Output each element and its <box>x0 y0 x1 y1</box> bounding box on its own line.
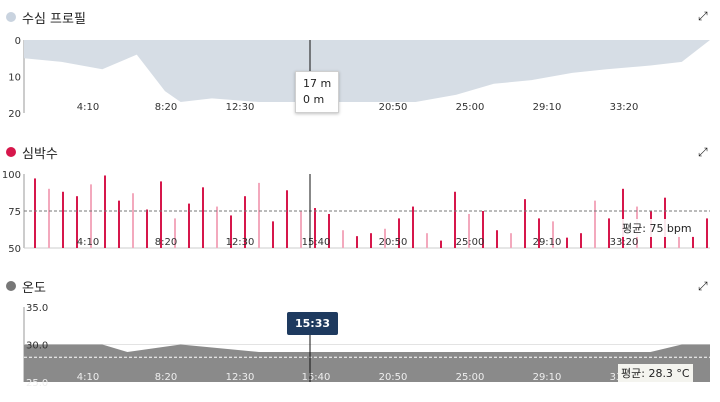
heart-y-tick-label: 100 <box>2 170 21 181</box>
temp-x-tick-label: 4:10 <box>77 372 99 383</box>
heart-bar <box>118 200 120 248</box>
heart-x-tick-label: 4:10 <box>77 237 99 248</box>
heart-bar <box>286 190 288 248</box>
heart-bar <box>706 218 708 248</box>
depth-y-tick-label: 0 <box>15 36 21 47</box>
depth-panel-title: 수심 프로필 <box>6 8 86 27</box>
heart-bar <box>692 236 694 248</box>
heart-bar <box>174 218 176 248</box>
heart-bar <box>202 187 204 248</box>
temp-x-tick-label: 20:50 <box>379 372 408 383</box>
heart-bar <box>538 218 540 248</box>
heart-bar <box>314 208 316 248</box>
heart-bar <box>272 221 274 248</box>
heart-bar <box>524 199 526 248</box>
heart-bar <box>566 237 568 248</box>
heart-bar <box>230 215 232 248</box>
heart-bar <box>412 206 414 248</box>
heart-x-tick-label: 8:20 <box>155 237 177 248</box>
heart-y-tick-label: 50 <box>8 244 21 255</box>
heart-x-tick-label: 25:00 <box>456 237 485 248</box>
heart-bar <box>300 211 302 248</box>
depth-x-tick-label: 25:00 <box>456 102 485 113</box>
temp-x-tick-label: 15:40 <box>302 372 331 383</box>
heart-bar <box>580 233 582 248</box>
heart-bar <box>398 218 400 248</box>
heart-bar <box>608 218 610 248</box>
depth-x-tick-label: 8:20 <box>155 102 177 113</box>
temp-y-tick-label: 30.0 <box>26 341 48 352</box>
heart-bar <box>552 221 554 248</box>
heart-average-label: 평균: 75 bpm <box>619 219 695 237</box>
depth-x-tick-label: 4:10 <box>77 102 99 113</box>
depth-x-tick-label: 20:50 <box>379 102 408 113</box>
depth-x-tick-label: 33:20 <box>610 102 639 113</box>
depth-area <box>24 40 710 103</box>
temp-panel-title: 온도 <box>6 277 46 296</box>
heart-bar <box>468 213 470 248</box>
heart-x-tick-label: 33:20 <box>610 237 639 248</box>
depth-legend-dot <box>6 12 16 22</box>
temp-y-tick-label: 25.0 <box>26 378 48 389</box>
heart-bar <box>258 182 260 248</box>
heart-expand-icon[interactable]: ⤢ <box>698 145 708 159</box>
heart-bar <box>48 188 50 248</box>
heart-bar <box>160 181 162 248</box>
heart-bar <box>594 200 596 248</box>
tooltip-depth-value: 17 m <box>303 77 332 90</box>
cursor-time-badge: 15:33 <box>287 312 339 335</box>
depth-tooltip: 17 m 0 m <box>295 71 340 113</box>
heart-bar <box>34 178 36 248</box>
heart-bar <box>510 233 512 248</box>
temp-average-label: 평균: 28.3 °C <box>618 364 693 382</box>
temp-y-tick-label: 35.0 <box>26 303 48 314</box>
heart-bar <box>328 213 330 248</box>
heart-bar <box>454 191 456 248</box>
depth-title-text: 수심 프로필 <box>22 11 86 27</box>
heart-bar <box>370 233 372 248</box>
temp-title-text: 온도 <box>22 280 46 296</box>
temp-x-tick-label: 25:00 <box>456 372 485 383</box>
heart-x-tick-label: 15:40 <box>302 237 331 248</box>
heart-bar <box>62 191 64 248</box>
heart-x-tick-label: 29:10 <box>533 237 562 248</box>
heart-bar <box>482 211 484 248</box>
heart-x-tick-label: 20:50 <box>379 237 408 248</box>
heart-y-tick-label: 75 <box>8 207 21 218</box>
temp-expand-icon[interactable]: ⤢ <box>698 279 708 293</box>
temp-area <box>24 344 710 382</box>
temp-x-tick-label: 8:20 <box>155 372 177 383</box>
heart-legend-dot <box>6 147 16 157</box>
heart-panel-title: 심박수 <box>6 143 58 162</box>
heart-bar <box>146 209 148 248</box>
heart-bar <box>216 206 218 248</box>
temp-x-tick-label: 29:10 <box>533 372 562 383</box>
depth-expand-icon[interactable]: ⤢ <box>698 9 708 23</box>
heart-bar <box>426 233 428 248</box>
heart-bar <box>244 196 246 248</box>
heart-bar <box>440 240 442 248</box>
tooltip-zero-value: 0 m <box>303 93 325 106</box>
heart-x-tick-label: 12:30 <box>226 237 255 248</box>
depth-y-tick-label: 10 <box>8 73 21 84</box>
temp-legend-dot <box>6 281 16 291</box>
heart-title-text: 심박수 <box>22 146 58 162</box>
heart-bar <box>356 236 358 248</box>
heart-bar <box>104 175 106 248</box>
temp-x-tick-label: 12:30 <box>226 372 255 383</box>
heart-bar <box>496 230 498 248</box>
heart-bar <box>76 196 78 248</box>
depth-x-tick-label: 29:10 <box>533 102 562 113</box>
heart-bar <box>384 228 386 248</box>
depth-y-tick-label: 20 <box>8 109 21 120</box>
heart-bar <box>132 193 134 248</box>
heart-bar <box>188 203 190 248</box>
heart-bar <box>342 230 344 248</box>
heart-bar <box>90 184 92 248</box>
depth-x-tick-label: 12:30 <box>226 102 255 113</box>
